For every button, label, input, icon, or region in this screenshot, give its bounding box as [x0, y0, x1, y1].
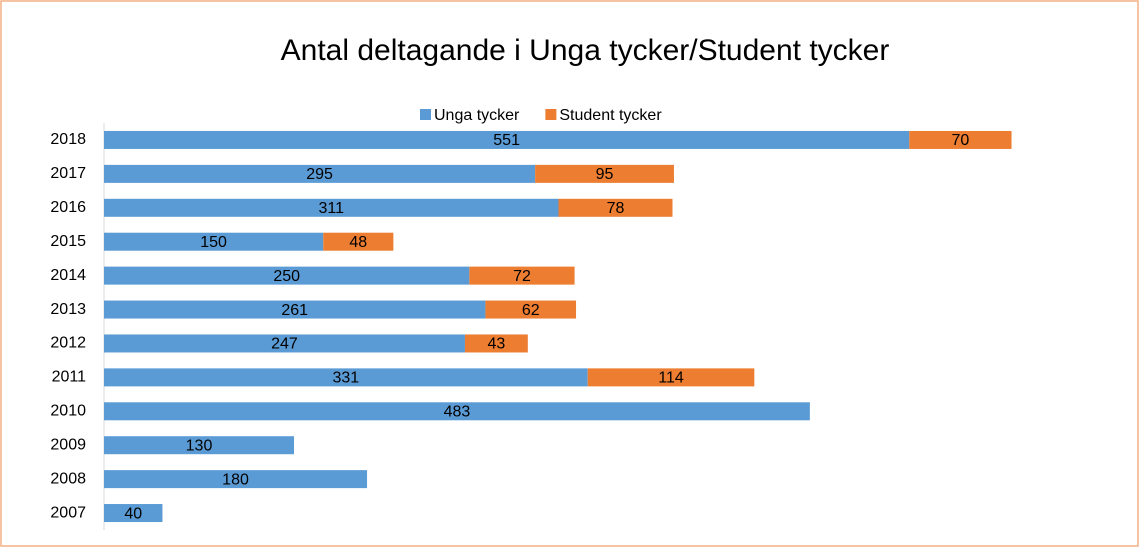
bar-segment: [323, 232, 394, 251]
y-tick-label: 2015: [50, 233, 86, 250]
data-label: 150: [200, 234, 227, 251]
y-tick-label: 2007: [50, 504, 86, 521]
legend-label: Unga tycker: [434, 107, 520, 124]
bar-segment: [104, 164, 536, 183]
y-tick-label: 2009: [50, 436, 86, 453]
bar-segment: [104, 402, 810, 421]
y-tick-label: 2010: [50, 403, 86, 420]
data-label: 72: [513, 268, 531, 285]
legend-label: Student tycker: [559, 107, 662, 124]
y-tick-label: 2018: [50, 131, 86, 148]
bar-segment: [469, 266, 575, 285]
legend-swatch: [420, 109, 431, 120]
data-label: 311: [318, 200, 344, 217]
data-label: 295: [306, 166, 333, 183]
data-label: 95: [596, 166, 614, 183]
bar-segment: [104, 300, 486, 319]
data-label: 48: [349, 234, 367, 251]
y-tick-label: 2013: [50, 301, 86, 318]
y-tick-label: 2017: [50, 165, 86, 182]
data-label: 40: [124, 505, 142, 522]
y-tick-label: 2011: [52, 369, 87, 386]
bar-segment: [464, 334, 528, 353]
y-tick-label: 2012: [50, 335, 86, 352]
legend-swatch: [545, 109, 557, 120]
data-label: 261: [281, 302, 308, 319]
y-tick-label: 2008: [50, 470, 86, 487]
data-label: 180: [222, 471, 249, 488]
bar-segment: [104, 198, 559, 217]
bar-segment: [558, 198, 673, 217]
bar-segment: [104, 334, 465, 353]
data-label: 551: [493, 132, 520, 149]
data-label: 483: [444, 404, 471, 421]
bar-segment: [104, 504, 163, 523]
bar-segment: [104, 130, 910, 149]
bar-segment: [104, 470, 368, 489]
data-label: 78: [607, 200, 625, 217]
chart-title: Antal deltagande i Unga tycker/Student t…: [281, 34, 890, 67]
bar-segment: [104, 266, 470, 285]
data-label: 331: [333, 370, 360, 387]
bar-segment: [485, 300, 577, 319]
bar-segment: [104, 232, 324, 251]
data-label: 114: [658, 370, 684, 387]
y-tick-label: 2016: [50, 199, 86, 216]
data-label: 250: [273, 268, 300, 285]
data-label: 247: [271, 336, 298, 353]
data-label: 43: [487, 336, 505, 353]
bar-segment: [535, 164, 674, 183]
data-label: 70: [951, 132, 969, 149]
data-label: 62: [522, 302, 540, 319]
data-label: 130: [186, 437, 213, 454]
bar-segment: [104, 368, 588, 387]
bar-segment: [104, 436, 294, 455]
bar-segment: [587, 368, 755, 387]
y-tick-label: 2014: [50, 267, 86, 284]
bar-segment: [909, 130, 1012, 149]
